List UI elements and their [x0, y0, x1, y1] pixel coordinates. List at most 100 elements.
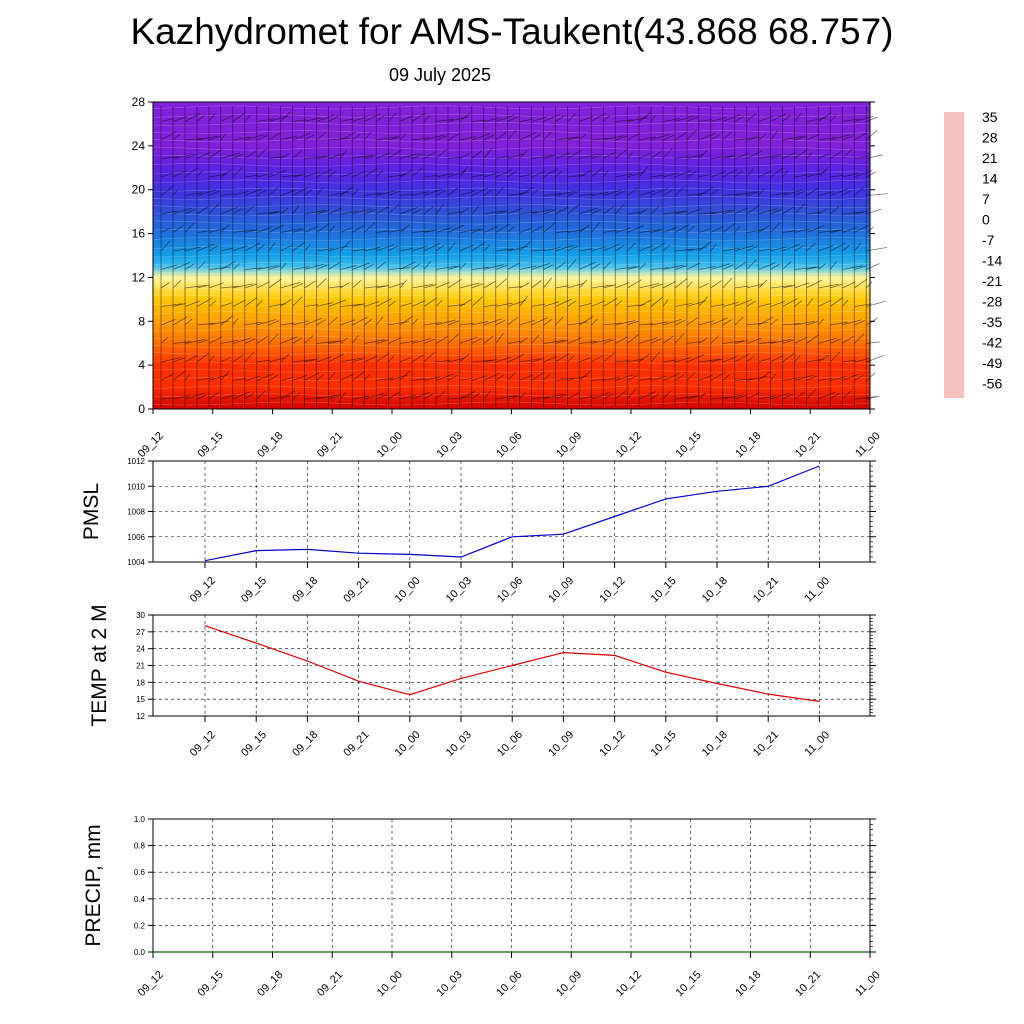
precip-panel: 0.0 0.2 0.4 0.6 0.8 1.0 09_12 09_15 09_18 09_21 10…	[82, 815, 883, 999]
x-tick-label: 10_09	[554, 430, 584, 460]
contour-line	[152, 401, 871, 406]
colorbar-label: -7	[982, 232, 995, 248]
wind-barb	[519, 106, 541, 407]
colorbar-label: 35	[982, 109, 998, 125]
y-tick-label: 0.8	[134, 842, 146, 851]
contour-line	[152, 179, 871, 184]
wind-barb	[220, 106, 240, 407]
colorbar-label: 7	[982, 191, 990, 207]
wind-barb	[674, 106, 697, 407]
contour-line	[152, 319, 871, 324]
wind-barb	[328, 106, 351, 407]
contour-line	[152, 261, 871, 266]
y-tick-label: 1006	[127, 533, 145, 542]
x-tick-label: 10_18	[733, 430, 763, 460]
x-tick-label: 10_09	[554, 969, 584, 999]
wind-barb	[495, 106, 517, 407]
y-tick-label: 0.2	[134, 921, 146, 930]
wind-barb	[853, 106, 876, 407]
y-tick-label: 16	[132, 227, 146, 241]
wind-barb	[339, 106, 362, 407]
x-tick-label: 10_18	[733, 969, 763, 999]
y-tick-label: 12	[132, 270, 146, 284]
x-tick-label: 09_12	[188, 729, 218, 759]
x-tick-label: 10_09	[546, 729, 576, 759]
wind-barb	[459, 106, 481, 407]
x-tick-label: 09_12	[136, 430, 166, 460]
y-tick-label: 0.0	[134, 948, 146, 957]
wind-barb	[686, 106, 709, 407]
x-tick-label: 09_21	[341, 575, 371, 605]
x-tick-label: 09_12	[188, 575, 218, 605]
wind-barb	[244, 106, 265, 407]
contour-line	[152, 278, 871, 283]
contour-line	[152, 327, 871, 332]
wind-barb	[829, 106, 850, 407]
wind-barb	[734, 106, 757, 407]
x-tick-label: 10_15	[649, 729, 679, 759]
x-tick-label: 10_21	[751, 729, 781, 759]
wind-barb	[483, 106, 505, 407]
x-tick-label: 09_18	[255, 969, 285, 999]
x-tick-label: 10_03	[435, 969, 465, 999]
contour-line	[152, 385, 871, 389]
y-tick-label: 30	[136, 611, 145, 620]
wind-barb	[806, 106, 828, 407]
x-tick-label: 09_18	[290, 729, 320, 759]
colorbar-label: -14	[982, 253, 1002, 269]
contour-line	[152, 376, 871, 381]
y-tick-label: 28	[132, 95, 146, 109]
y-tick-label: 18	[136, 678, 145, 687]
wind-barb	[770, 106, 792, 407]
x-tick-label: 09_21	[315, 969, 345, 999]
wind-barb	[698, 106, 721, 407]
panel-frame	[152, 460, 871, 563]
wind-barb	[399, 106, 420, 407]
contour-line	[152, 270, 871, 274]
wind-barb	[160, 106, 183, 407]
contour-line	[152, 146, 871, 151]
y-tick-label: 0.6	[134, 868, 146, 877]
colorbar-label: -56	[982, 376, 1002, 392]
temp-panel: 12 15 18 21 24 27 30 09_12 09_15 09_18 09_21 10_00 1…	[88, 604, 876, 759]
colorbar-fill	[944, 112, 964, 398]
contour-line	[152, 352, 871, 357]
contour-line	[152, 393, 871, 398]
wind-barb	[435, 106, 457, 407]
wind-barb	[638, 106, 661, 407]
contour-line	[152, 368, 871, 373]
y-tick-label: 8	[138, 314, 145, 328]
wind-barb	[363, 106, 386, 407]
x-tick-label: 10_03	[444, 575, 474, 605]
heatmap-panel: 0 4 8 12 16 20 24 28 09_12 09_15 09_18 09_21 10_00 10…	[132, 95, 888, 460]
x-tick-label: 09_21	[341, 729, 371, 759]
heatmap-field	[153, 102, 870, 409]
x-tick-label: 10_06	[494, 430, 524, 460]
wind-barb	[650, 106, 671, 407]
x-tick-label: 11_00	[853, 430, 883, 460]
contour-line	[152, 204, 871, 209]
colorbar-label: 21	[982, 150, 998, 166]
y-tick-label: 12	[136, 712, 145, 721]
wind-barb	[662, 106, 685, 407]
y-tick-label: 4	[138, 358, 145, 372]
pmsl-panel: 1004 1006 1008 1010 1012 09_12 09_15 09_18 09_21…	[80, 457, 876, 605]
wind-barb	[590, 106, 613, 407]
x-tick-label: 09_15	[196, 430, 226, 460]
contour-line	[152, 335, 871, 340]
wind-barb	[626, 106, 648, 407]
wind-barb	[758, 106, 780, 407]
x-tick-label: 10_18	[700, 575, 730, 605]
wind-barb	[543, 106, 565, 407]
y-tick-label: 15	[136, 695, 145, 704]
wind-barb	[351, 106, 374, 407]
wind-barb	[375, 106, 398, 407]
contour-line	[152, 212, 871, 217]
contour-line	[152, 130, 871, 135]
wind-barb	[841, 106, 864, 407]
y-axis-title: TEMP at 2 M	[88, 604, 111, 726]
contour-line	[153, 360, 871, 365]
x-tick-label: 10_03	[444, 729, 474, 759]
wind-barb	[411, 106, 434, 407]
x-tick-label: 10_00	[393, 729, 423, 759]
